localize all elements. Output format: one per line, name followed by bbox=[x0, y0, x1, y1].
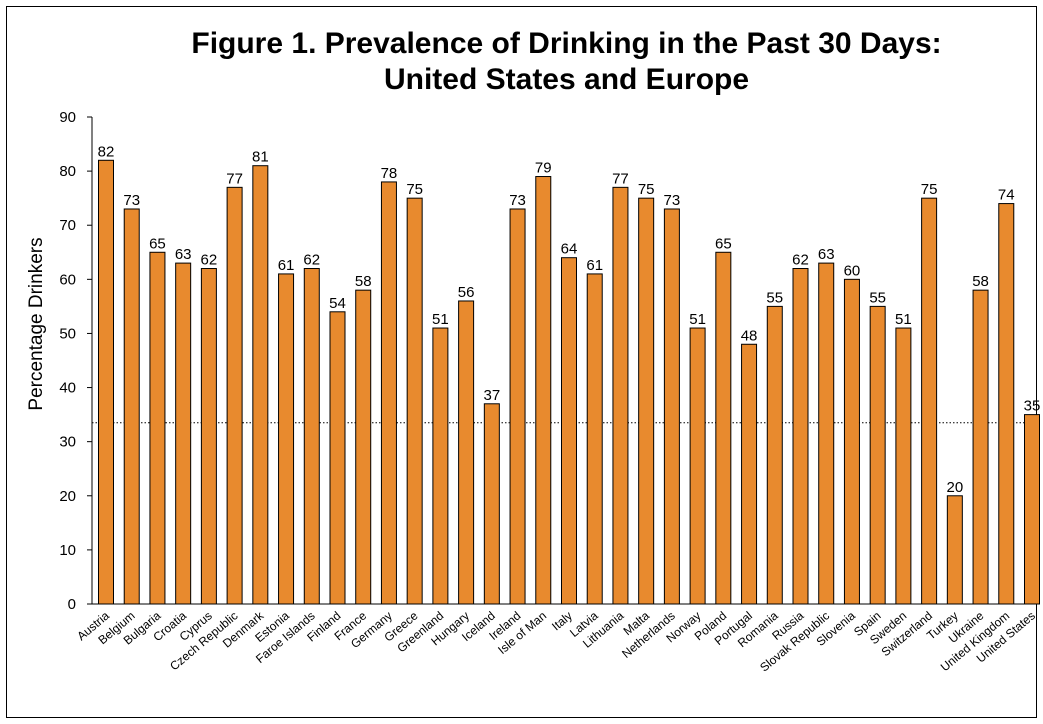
data-label: 54 bbox=[329, 295, 346, 312]
y-axis-title-group: Percentage Drinkers bbox=[26, 237, 47, 410]
data-labels: 82 73 65 63 62 77 81 61 62 54 58 78 75 51 56 37 73 79 64 61… bbox=[98, 143, 1041, 495]
bar bbox=[818, 262, 835, 605]
data-label: 75 bbox=[921, 181, 938, 198]
chart-title-line-2: United States and Europe bbox=[383, 63, 750, 96]
bar bbox=[175, 262, 192, 605]
data-label: 60 bbox=[844, 262, 861, 279]
bar bbox=[843, 278, 860, 605]
data-label: 51 bbox=[895, 311, 912, 328]
bar bbox=[561, 257, 577, 605]
bar bbox=[406, 197, 423, 605]
bar bbox=[792, 268, 809, 605]
bar bbox=[895, 327, 912, 605]
y-tick-label: 10 bbox=[59, 542, 76, 559]
y-tick-label: 30 bbox=[59, 434, 76, 451]
bar bbox=[715, 251, 732, 605]
bar bbox=[638, 197, 655, 605]
category-labels: AustriaBelgiumBulgariaCroatiaCyprusCzech… bbox=[74, 608, 1038, 675]
bar bbox=[98, 159, 114, 605]
data-label: 51 bbox=[689, 311, 706, 328]
bar bbox=[303, 268, 320, 605]
bar bbox=[998, 203, 1015, 605]
data-label: 78 bbox=[381, 165, 398, 182]
bar bbox=[663, 208, 680, 605]
data-label: 20 bbox=[946, 479, 963, 496]
data-label: 61 bbox=[278, 257, 295, 274]
y-axis-title: Percentage Drinkers bbox=[26, 237, 47, 410]
bar bbox=[226, 186, 243, 605]
data-label: 63 bbox=[175, 246, 192, 263]
bar bbox=[200, 268, 217, 605]
data-label: 73 bbox=[509, 192, 526, 209]
data-label: 65 bbox=[149, 235, 166, 252]
data-label: 77 bbox=[226, 170, 243, 187]
data-label: 48 bbox=[741, 327, 758, 344]
data-label: 74 bbox=[998, 187, 1015, 204]
data-label: 77 bbox=[612, 170, 629, 187]
bar bbox=[586, 273, 603, 605]
bar bbox=[123, 208, 140, 605]
y-tick-label: 40 bbox=[59, 380, 76, 397]
data-label: 55 bbox=[766, 289, 783, 306]
data-label: 55 bbox=[869, 289, 886, 306]
bar bbox=[278, 273, 295, 605]
bar bbox=[1024, 414, 1040, 605]
bar bbox=[741, 343, 758, 605]
bars bbox=[98, 159, 1040, 605]
bar bbox=[252, 165, 269, 605]
bar bbox=[972, 289, 989, 605]
data-label: 35 bbox=[1024, 398, 1041, 415]
data-label: 75 bbox=[406, 181, 423, 198]
bar bbox=[355, 289, 372, 605]
chart-title: Figure 1. Prevalence of Drinking in the … bbox=[0, 26, 1043, 98]
data-label: 62 bbox=[792, 252, 809, 269]
data-label: 64 bbox=[561, 241, 578, 258]
data-label: 81 bbox=[252, 149, 269, 166]
data-label: 51 bbox=[432, 311, 449, 328]
data-label: 63 bbox=[818, 246, 835, 263]
chart-title-line-1: Figure 1. Prevalence of Drinking in the … bbox=[191, 27, 942, 60]
bar bbox=[458, 300, 475, 605]
data-label: 73 bbox=[664, 192, 681, 209]
bar bbox=[483, 403, 500, 605]
data-label: 58 bbox=[355, 273, 372, 290]
data-label: 62 bbox=[201, 252, 218, 269]
data-label: 73 bbox=[123, 192, 140, 209]
bar bbox=[509, 208, 526, 605]
data-label: 37 bbox=[483, 387, 500, 404]
data-label: 62 bbox=[303, 252, 320, 269]
data-label: 56 bbox=[458, 284, 475, 301]
bar bbox=[329, 311, 346, 605]
y-tick-label: 70 bbox=[59, 217, 76, 234]
y-tick-label: 60 bbox=[59, 271, 76, 288]
y-tick-label: 90 bbox=[59, 109, 76, 126]
bar bbox=[766, 305, 783, 605]
bar bbox=[149, 251, 166, 605]
y-axis-ticks: 0 10 20 30 40 50 60 70 80 90 bbox=[59, 109, 92, 613]
bar bbox=[869, 305, 886, 605]
y-tick-label: 80 bbox=[59, 163, 76, 180]
bar bbox=[612, 186, 629, 605]
data-label: 75 bbox=[638, 181, 655, 198]
y-tick-label: 50 bbox=[59, 325, 76, 342]
y-tick-label: 20 bbox=[59, 488, 76, 505]
data-label: 58 bbox=[972, 273, 989, 290]
data-label: 82 bbox=[98, 143, 115, 160]
bar bbox=[921, 197, 938, 605]
y-tick-label: 0 bbox=[68, 596, 76, 613]
data-label: 65 bbox=[715, 235, 732, 252]
data-label: 79 bbox=[535, 160, 552, 177]
bar bbox=[946, 495, 963, 605]
bar bbox=[535, 176, 552, 605]
data-label: 61 bbox=[586, 257, 603, 274]
bar bbox=[432, 327, 449, 605]
bar bbox=[380, 181, 397, 605]
bar bbox=[689, 327, 706, 605]
